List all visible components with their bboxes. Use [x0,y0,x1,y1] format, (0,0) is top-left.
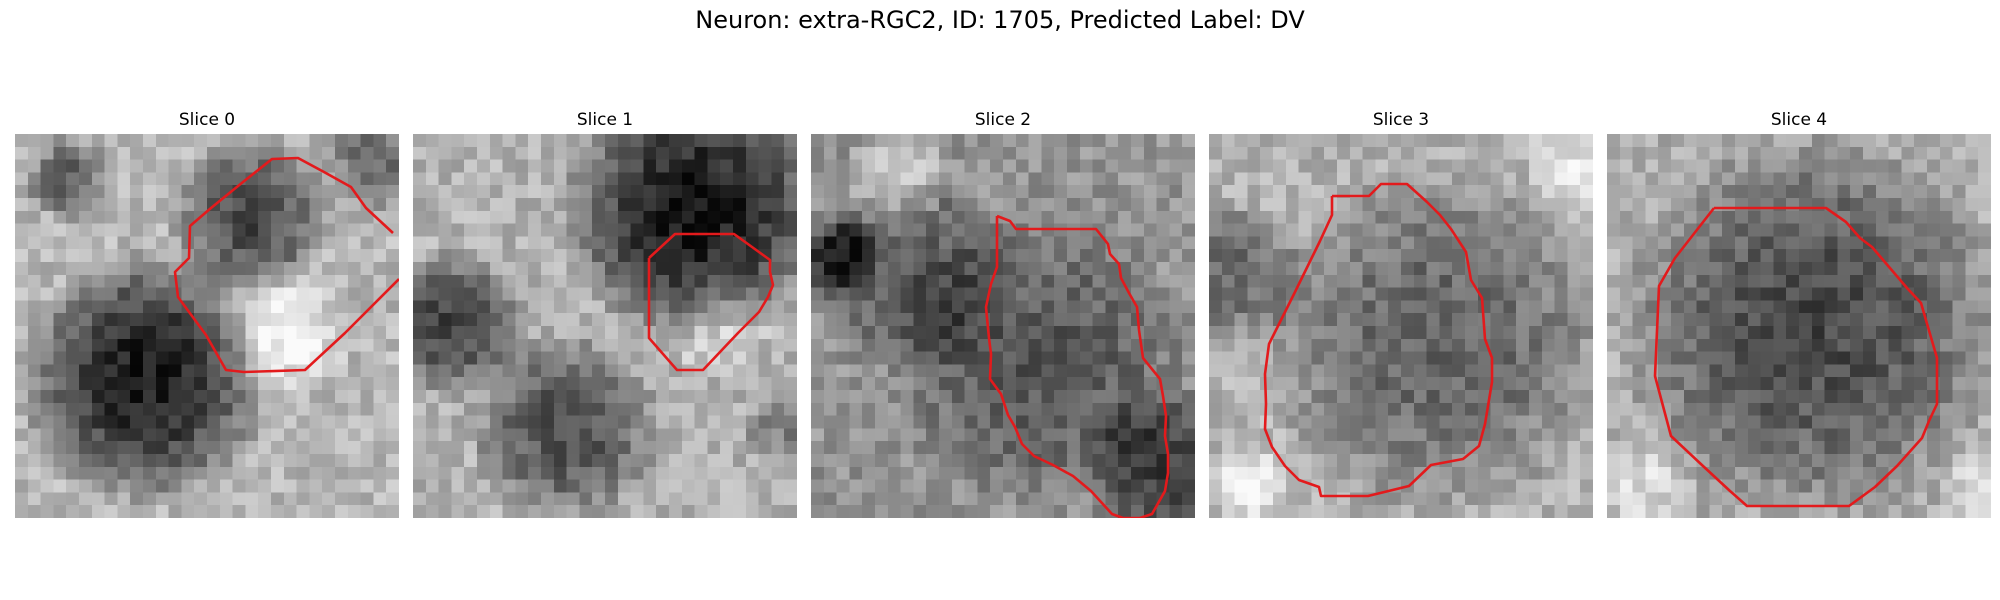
roi-outline [1653,206,1939,508]
roi-outline [647,232,775,372]
roi-outline-path [173,156,399,374]
slice-title: Slice 0 [178,110,236,130]
roi-outline [173,156,399,374]
grayscale-slice-image [413,134,797,518]
roi-outline-path [984,214,1170,518]
slice-panel-2: Slice 2 [811,108,1195,518]
grayscale-slice-image [15,134,399,518]
slice-title: Slice 4 [1770,110,1828,130]
slice-image [413,134,797,518]
slice-title: Slice 1 [576,110,634,130]
slice-title: Slice 3 [1372,110,1430,130]
slice-title: Slice 2 [974,110,1032,130]
slice-panel-1: Slice 1 [413,108,797,518]
slice-image [15,134,399,518]
roi-outline [1263,182,1494,498]
grayscale-slice-image [1209,134,1593,518]
roi-outline-path [647,232,775,372]
slice-image [811,134,1195,518]
grayscale-slice-image [811,134,1195,518]
roi-outline [984,214,1170,518]
figure-title: Neuron: extra-RGC2, ID: 1705, Predicted … [695,6,1305,34]
slice-panel-3: Slice 3 [1209,108,1593,518]
roi-outline-path [1263,182,1494,498]
slice-panel-0: Slice 0 [15,108,399,518]
slice-image [1607,134,1991,518]
slice-panel-4: Slice 4 [1607,108,1991,518]
roi-outline-path [1653,206,1939,508]
slice-image [1209,134,1593,518]
